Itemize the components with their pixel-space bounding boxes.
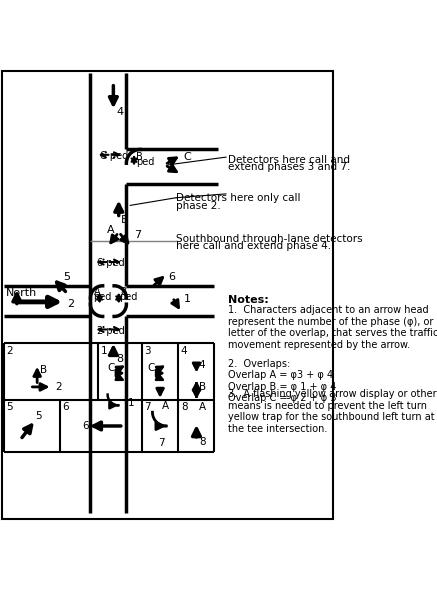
Text: 6: 6 xyxy=(62,402,69,412)
Text: 1: 1 xyxy=(184,294,191,304)
Text: 1: 1 xyxy=(128,398,134,408)
Text: 2: 2 xyxy=(6,346,13,356)
Text: 7: 7 xyxy=(134,230,141,240)
Text: 6 ped: 6 ped xyxy=(97,258,125,268)
Text: phase 2.: phase 2. xyxy=(176,201,221,211)
Text: 6: 6 xyxy=(82,421,89,431)
Text: C ped: C ped xyxy=(100,151,128,161)
Text: Notes:: Notes: xyxy=(228,295,269,305)
Text: Detectors here only call: Detectors here only call xyxy=(176,193,301,203)
Text: Detectors here call and: Detectors here call and xyxy=(228,155,350,165)
Text: 7: 7 xyxy=(159,438,165,448)
Text: A: A xyxy=(163,401,170,411)
Text: 5: 5 xyxy=(63,273,70,283)
Text: Southbound through-lane detectors: Southbound through-lane detectors xyxy=(176,234,363,244)
Text: B: B xyxy=(136,152,143,162)
Text: A: A xyxy=(107,225,115,235)
Text: North: North xyxy=(6,289,38,299)
Text: 8: 8 xyxy=(120,287,126,297)
Text: ped: ped xyxy=(119,292,137,302)
Text: here call and extend phase 4.: here call and extend phase 4. xyxy=(176,241,331,251)
Text: B: B xyxy=(121,215,128,225)
Text: 3: 3 xyxy=(144,346,151,356)
Text: 4: 4 xyxy=(116,107,124,117)
Text: 6: 6 xyxy=(169,273,176,283)
Text: 2.  Overlaps:
Overlap A = φ3 + φ 4
Overlap B = φ 1 + φ 4
Overlap C = φ 2 + φ 3: 2. Overlaps: Overlap A = φ3 + φ 4 Overla… xyxy=(228,359,337,404)
Text: C: C xyxy=(148,363,155,373)
Text: extend phases 3 and 7.: extend phases 3 and 7. xyxy=(228,162,350,172)
Text: A: A xyxy=(199,402,206,412)
Text: 8: 8 xyxy=(199,437,205,447)
Text: 5: 5 xyxy=(6,402,13,412)
Text: 4: 4 xyxy=(199,360,205,371)
Text: B: B xyxy=(199,382,206,392)
Text: ped: ped xyxy=(136,157,155,167)
Text: 7: 7 xyxy=(144,402,151,412)
Text: 1: 1 xyxy=(101,346,107,356)
Text: C: C xyxy=(184,152,191,162)
Text: 1.  Characters adjacent to an arrow head
represent the number of the phase (φ), : 1. Characters adjacent to an arrow head … xyxy=(228,305,437,350)
Text: 4: 4 xyxy=(181,346,187,356)
Text: 2: 2 xyxy=(55,382,61,392)
Text: 8: 8 xyxy=(181,402,187,412)
Text: C: C xyxy=(108,363,115,373)
Text: 2: 2 xyxy=(67,299,75,309)
Text: ped: ped xyxy=(94,292,112,302)
Text: 8: 8 xyxy=(116,354,124,364)
Text: 5: 5 xyxy=(36,411,42,421)
Text: 3.  A flashing yellow arrow display or other
means is needed to prevent the left: 3. A flashing yellow arrow display or ot… xyxy=(228,389,437,434)
Text: 2 ped: 2 ped xyxy=(97,326,125,336)
Text: A: A xyxy=(94,287,100,297)
Text: B: B xyxy=(40,365,47,375)
